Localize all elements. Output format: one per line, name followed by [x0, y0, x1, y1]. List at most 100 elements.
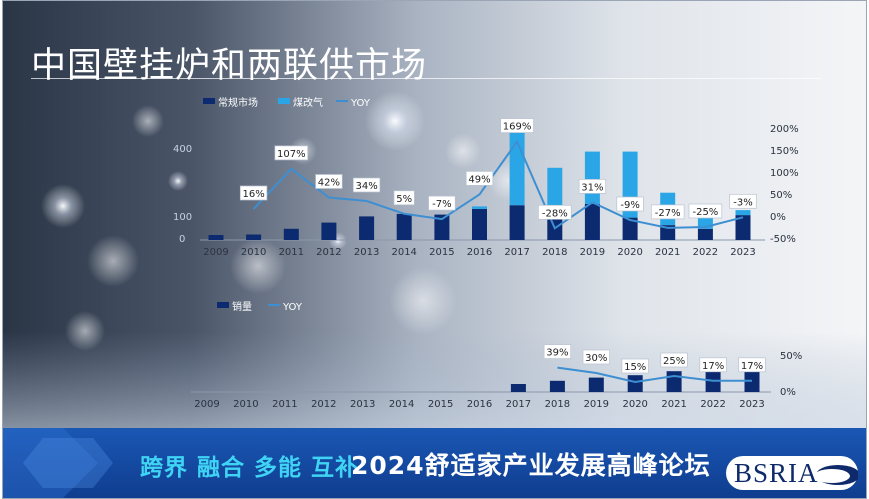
right-tick-100%: 100% [770, 168, 799, 179]
yoy-label-2014: 5% [396, 194, 412, 205]
banner-title: 2024舒适家产业发展高峰论坛 [351, 451, 711, 480]
chart-boiler-market: 常规市场 煤改气 YOY 400 100 0 200% 150% 100% 50% 0%… [173, 96, 799, 258]
x-tick-2016: 2016 [467, 399, 492, 410]
yoy-label-2023: -3% [733, 197, 752, 208]
yoy-label-2011: 107% [277, 149, 306, 160]
legend-label-yoy-1: YOY [350, 98, 371, 109]
x-tick-2009: 2009 [203, 247, 228, 258]
yoy-polyline [252, 139, 744, 230]
x-tick-2015: 2015 [428, 399, 453, 410]
bar-2020-s0 [627, 375, 643, 392]
x-tick-2022: 2022 [693, 247, 718, 258]
left-tick-0: 0 [179, 234, 185, 245]
bokeh-background [3, 91, 866, 431]
bar-2021-s0 [660, 225, 676, 240]
x-tick-2018: 2018 [542, 247, 567, 258]
yoy-label-2019: 31% [581, 182, 603, 193]
yoy-label-box-2019 [578, 179, 607, 194]
yoy-label-box-2015 [428, 195, 456, 211]
x-tick-2019: 2019 [580, 247, 605, 258]
yoy-label-box-2023 [729, 193, 757, 209]
bar-2019-s1 [584, 151, 600, 204]
title-divider [31, 78, 821, 79]
bar-2017-s0 [509, 205, 525, 240]
right-tick-200%: 200% [770, 124, 799, 135]
x-tick-2023: 2023 [730, 247, 755, 258]
bar-2023-s1 [735, 210, 751, 216]
right-tick-150%: 150% [770, 146, 799, 157]
yoy-label-box-2016 [465, 171, 494, 186]
bar-2012-s0 [321, 222, 337, 240]
banner-slogan: 跨界 融合 多能 互补 [140, 455, 360, 481]
x-tick-2016: 2016 [467, 247, 492, 258]
bar-2013-s0 [359, 216, 375, 240]
yoy-label-2015: -7% [432, 199, 451, 210]
yoy-label-2021: 25% [663, 356, 685, 367]
x-tick-2020: 2020 [622, 399, 647, 410]
yoy-label-2018: -28% [542, 208, 568, 219]
right-tick--50%: -50% [770, 234, 796, 245]
yoy-label-2020: -9% [620, 200, 639, 211]
legend-swatch-coal [278, 98, 290, 104]
bar-2019-s0 [588, 377, 604, 392]
yoy-label-2020: 15% [624, 362, 646, 373]
bar-2014-s0 [396, 213, 412, 240]
yoy-label-box-2021 [650, 204, 685, 220]
yoy-label-2019: 30% [585, 353, 607, 364]
right-tick-0%: 0% [770, 212, 786, 223]
yoy-label-box-2023 [738, 357, 766, 373]
yoy-line-2 [557, 366, 752, 384]
legend-label-regular: 常规市场 [218, 96, 258, 109]
bar-2010-s0 [246, 234, 262, 240]
yoy-label-box-2017 [500, 118, 534, 133]
yoy-label-box-2021 [660, 352, 688, 368]
x-tick-2015: 2015 [429, 247, 454, 258]
bsria-logo-text: BSRIA [734, 458, 819, 488]
legend-label-yoy-2: YOY [282, 302, 303, 313]
x-tick-2017: 2017 [504, 247, 529, 258]
right-tick-50%: 50% [780, 351, 802, 362]
x-tick-2022: 2022 [700, 399, 725, 410]
x-ticks-1: 2009 2010 2011 2012 2013 2014 2015 2016 2017 2018… [203, 247, 755, 258]
yoy-label-2021: -27% [655, 208, 681, 219]
legend-label-sales: 销量 [232, 300, 252, 313]
x-tick-2014: 2014 [389, 399, 414, 410]
x-tick-2010: 2010 [241, 247, 266, 258]
right-tick-0%: 0% [780, 387, 796, 398]
x-tick-2012: 2012 [316, 247, 341, 258]
x-tick-2019: 2019 [584, 399, 609, 410]
bar-2009-s0 [208, 235, 224, 240]
bar-2011-s0 [283, 228, 299, 240]
x-tick-2021: 2021 [661, 399, 686, 410]
legend-label-coal: 煤改气 [293, 96, 323, 109]
bar-2016-s1 [472, 206, 487, 209]
chart-heatpump-sales: 销量 YOY 50% 0% 39% 30% 15% 25% 17% 17% 2009 2010… [191, 300, 802, 410]
yoy-label-2017: 169% [503, 122, 532, 133]
yoy-label-box-2018 [543, 344, 572, 359]
right-ticks-1: 200% 150% 100% 50% 0% -50% [770, 124, 799, 245]
yoy-label-2018: 39% [546, 348, 568, 359]
bar-2020-s0 [622, 217, 638, 240]
left-tick-100: 100 [173, 212, 192, 223]
right-ticks-2: 50% 0% [780, 351, 802, 398]
x-tick-2017: 2017 [506, 399, 531, 410]
left-tick-400: 400 [173, 144, 192, 155]
legend-1: 常规市场 煤改气 YOY [203, 96, 371, 109]
yoy-label-2022: -25% [692, 207, 718, 218]
bar-2018-s0 [549, 380, 565, 392]
legend-swatch-regular [203, 98, 215, 104]
legend-swatch-sales [217, 302, 229, 308]
bar-2016-s0 [472, 208, 487, 240]
x-tick-2011: 2011 [279, 247, 304, 258]
yoy-label-box-2020 [616, 196, 644, 212]
yoy-label-2022: 17% [702, 361, 724, 372]
x-tick-2012: 2012 [311, 399, 336, 410]
x-tick-2013: 2013 [350, 399, 375, 410]
x-tick-2011: 2011 [272, 399, 297, 410]
banner-decoration [3, 428, 113, 498]
bsria-logo [726, 456, 858, 490]
yoy-label-box-2022 [699, 357, 727, 373]
bar-2015-s0 [434, 214, 450, 240]
yoy-label-box-2018 [538, 204, 572, 220]
yoy-labels-2: 39% 30% 15% 25% 17% 17% [543, 344, 766, 374]
